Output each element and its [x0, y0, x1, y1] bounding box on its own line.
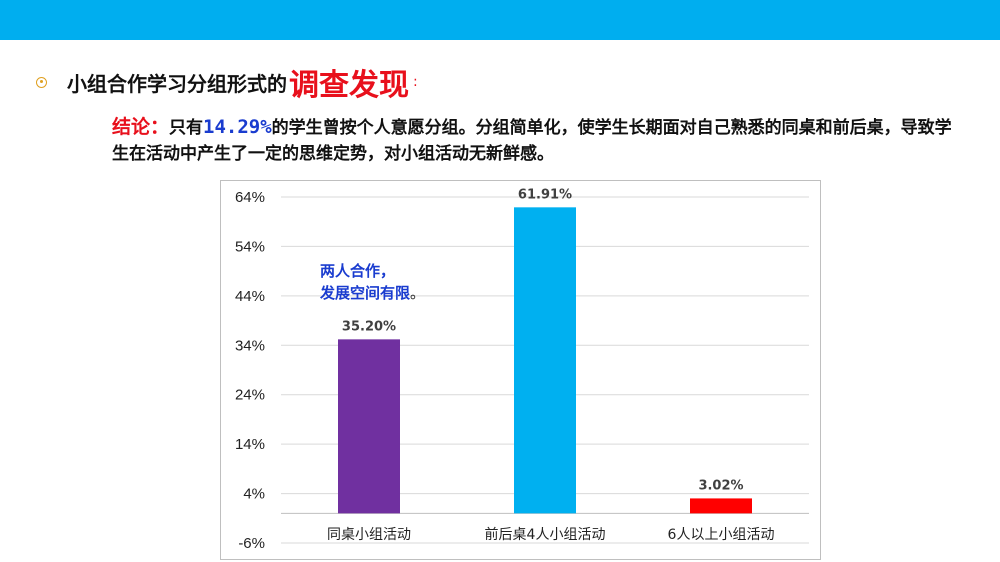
- y-tick-label: 54%: [235, 238, 265, 255]
- bar: [514, 207, 576, 514]
- annotation-line-1: 两人合作，: [320, 262, 396, 280]
- y-tick-label: 44%: [235, 288, 265, 305]
- conclusion-percent: 14.29%: [203, 116, 272, 138]
- conclusion-paragraph: 结论：只有14.29%的学生曾按个人意愿分组。分组简单化，使学生长期面对自己熟悉…: [112, 114, 952, 167]
- bar-chart: 64% 54% 44% 34% 24% 14% 4% -6% 35.20% 同桌小组活动 61.91…: [235, 187, 809, 552]
- data-label: 61.91%: [518, 187, 572, 202]
- bar: [690, 498, 752, 514]
- y-tick-label: -6%: [238, 535, 265, 552]
- y-tick-label: 14%: [235, 436, 265, 453]
- heading-emphasis: 调查发现: [289, 68, 409, 103]
- category-label: 前后桌4人小组活动: [485, 526, 606, 543]
- bullet-icon: [36, 76, 47, 88]
- heading-colon: :: [413, 74, 418, 90]
- y-tick-label: 64%: [235, 189, 265, 206]
- annotation-period: 。: [410, 284, 426, 302]
- heading-prefix: 小组合作学习分组形式的: [67, 71, 287, 96]
- category-label: 6人以上小组活动: [668, 527, 775, 543]
- bar: [338, 339, 400, 514]
- data-label: 35.20%: [342, 319, 396, 334]
- chart-annotation: 两人合作， 发展空间有限。: [320, 260, 425, 304]
- data-label: 3.02%: [698, 478, 743, 493]
- conclusion-text-after: 的学生曾按个人意愿分组。分组简单化，使学生长期面对自己熟悉的同桌和前后桌，导致学…: [112, 118, 952, 164]
- slide-heading: 小组合作学习分组形式的 调查发现 :: [36, 60, 418, 104]
- y-tick-label: 24%: [235, 387, 265, 404]
- top-banner: [0, 0, 1000, 40]
- y-tick-label: 34%: [235, 337, 265, 354]
- y-tick-label: 4%: [243, 486, 265, 503]
- chart-frame: 64% 54% 44% 34% 24% 14% 4% -6% 35.20% 同桌小组活动 61.91…: [220, 180, 821, 560]
- conclusion-label: 结论：: [112, 116, 170, 138]
- conclusion-text-before: 只有: [169, 118, 204, 138]
- category-label: 同桌小组活动: [327, 527, 411, 543]
- annotation-line-2: 发展空间有限: [320, 284, 411, 302]
